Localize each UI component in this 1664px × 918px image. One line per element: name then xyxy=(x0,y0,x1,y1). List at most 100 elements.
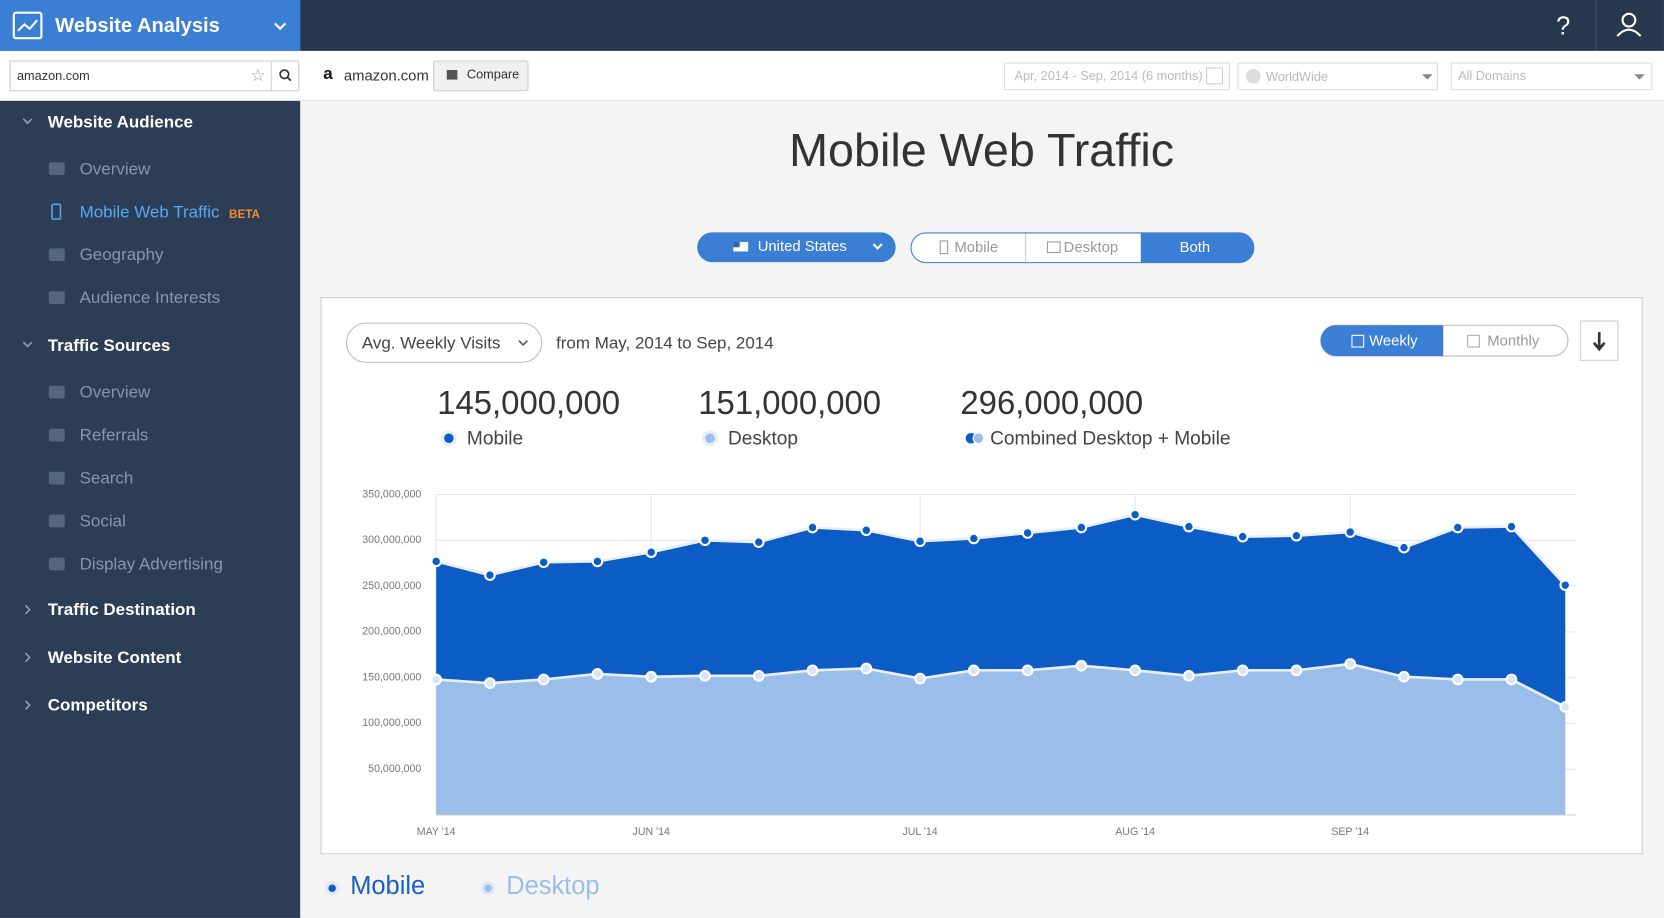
nav-section[interactable]: Traffic Sources xyxy=(48,336,171,355)
point xyxy=(806,521,819,534)
legend-label[interactable]: Desktop xyxy=(506,872,599,900)
chevron xyxy=(872,243,883,250)
point xyxy=(967,532,980,545)
point xyxy=(1290,529,1303,542)
point xyxy=(1075,521,1088,534)
app-icon xyxy=(17,19,38,32)
nav-section[interactable]: Website Audience xyxy=(48,113,193,132)
user-icon xyxy=(1616,28,1642,37)
y-tick-label: 200,000,000 xyxy=(362,626,421,638)
point xyxy=(1344,526,1357,538)
point xyxy=(1451,521,1464,534)
nav-item[interactable]: Audience Interests xyxy=(80,288,221,307)
device-tab[interactable]: Desktop xyxy=(1064,240,1118,256)
chart: 50,000,000 100,000,000 150,000,000 200,000,… xyxy=(362,488,1576,838)
compare-button[interactable] xyxy=(432,60,529,92)
granularity-option[interactable]: Monthly xyxy=(1487,334,1540,350)
summary-value: 151,000,000 xyxy=(698,384,881,421)
nav-item[interactable]: Referrals xyxy=(80,426,149,445)
point xyxy=(1398,670,1410,683)
nav-section[interactable]: Website Content xyxy=(48,648,182,667)
period-label: from May, 2014 to Sep, 2014 xyxy=(556,333,774,352)
point xyxy=(1183,669,1195,682)
chevron xyxy=(22,118,33,125)
country-select[interactable] xyxy=(697,232,896,263)
point xyxy=(914,535,926,548)
point xyxy=(699,669,711,682)
date-picker[interactable] xyxy=(1003,62,1230,91)
nav-icon xyxy=(48,557,65,571)
legend-label[interactable]: Mobile xyxy=(350,872,425,900)
point xyxy=(967,664,980,677)
region-label: WorldWide xyxy=(1266,69,1328,84)
search-icon xyxy=(286,76,292,82)
y-tick-label: 350,000,000 xyxy=(362,488,421,500)
chevron xyxy=(1634,74,1645,80)
page-title: Mobile Web Traffic xyxy=(789,124,1174,176)
point xyxy=(537,556,550,569)
chevron xyxy=(24,700,31,710)
summary-label: Combined Desktop + Mobile xyxy=(990,428,1230,449)
nav-badge: BETA xyxy=(229,208,260,221)
nav-icon xyxy=(48,514,65,528)
flag-icon xyxy=(733,241,740,248)
star-button[interactable]: ☆ xyxy=(250,66,265,85)
download-icon xyxy=(1592,332,1606,352)
metric-select[interactable] xyxy=(345,322,543,363)
granularity-option[interactable]: Weekly xyxy=(1369,334,1418,350)
country-label: United States xyxy=(758,239,847,255)
device-tab[interactable]: Mobile xyxy=(954,240,998,256)
line xyxy=(436,662,1566,709)
y-tick-label: 50,000,000 xyxy=(368,763,421,775)
toggle-active xyxy=(1320,325,1444,357)
desktop-icon xyxy=(1046,241,1061,254)
nav-item[interactable]: Social xyxy=(80,512,126,531)
nav-section[interactable]: Competitors xyxy=(48,696,148,715)
chevron xyxy=(518,340,528,347)
point xyxy=(806,664,819,677)
help-button[interactable]: ? xyxy=(1556,12,1570,40)
nav-item[interactable]: Display Advertising xyxy=(80,555,223,574)
x-tick-label: MAY '14 xyxy=(417,826,456,838)
region-select[interactable] xyxy=(1237,62,1438,91)
x-tick-label: JUN '14 xyxy=(633,826,671,838)
search-input[interactable] xyxy=(9,60,300,92)
mobile-icon xyxy=(939,240,949,255)
point xyxy=(752,669,765,682)
chevron xyxy=(24,604,31,615)
nav-item[interactable]: Geography xyxy=(80,245,164,264)
point xyxy=(699,534,711,547)
nav-item[interactable]: Overview xyxy=(80,383,151,402)
sidebar-nav: Website Audience Overview Mobile Web Traff… xyxy=(22,113,260,715)
summary-dot xyxy=(701,430,718,447)
summary-value: 145,000,000 xyxy=(437,384,620,421)
area xyxy=(436,663,1566,816)
search-button[interactable] xyxy=(279,69,290,80)
summary-label: Mobile xyxy=(467,428,523,449)
y-tick-label: 100,000,000 xyxy=(362,717,421,729)
sidebar xyxy=(0,100,301,918)
site-name: amazon.com xyxy=(344,68,429,84)
point xyxy=(484,569,496,581)
nav-item[interactable]: Search xyxy=(80,469,134,488)
nav-icon xyxy=(48,471,65,485)
nav-section[interactable]: Traffic Destination xyxy=(48,600,196,619)
nav-item[interactable]: Mobile Web Traffic xyxy=(80,202,220,221)
app-icon xyxy=(12,11,43,40)
point xyxy=(1559,579,1572,592)
app-switcher[interactable] xyxy=(0,0,301,51)
user-button[interactable] xyxy=(1621,12,1637,28)
point xyxy=(860,662,873,675)
device-tab[interactable]: Both xyxy=(1180,240,1211,256)
domain-select[interactable] xyxy=(1450,62,1653,91)
summary-value: 296,000,000 xyxy=(960,384,1143,421)
point xyxy=(484,677,496,689)
point xyxy=(645,670,658,683)
chevron xyxy=(24,652,31,663)
y-tick-label: 150,000,000 xyxy=(362,671,421,683)
y-tick-label: 250,000,000 xyxy=(362,580,421,592)
nav-item[interactable]: Overview xyxy=(80,159,151,178)
point xyxy=(1451,673,1464,686)
